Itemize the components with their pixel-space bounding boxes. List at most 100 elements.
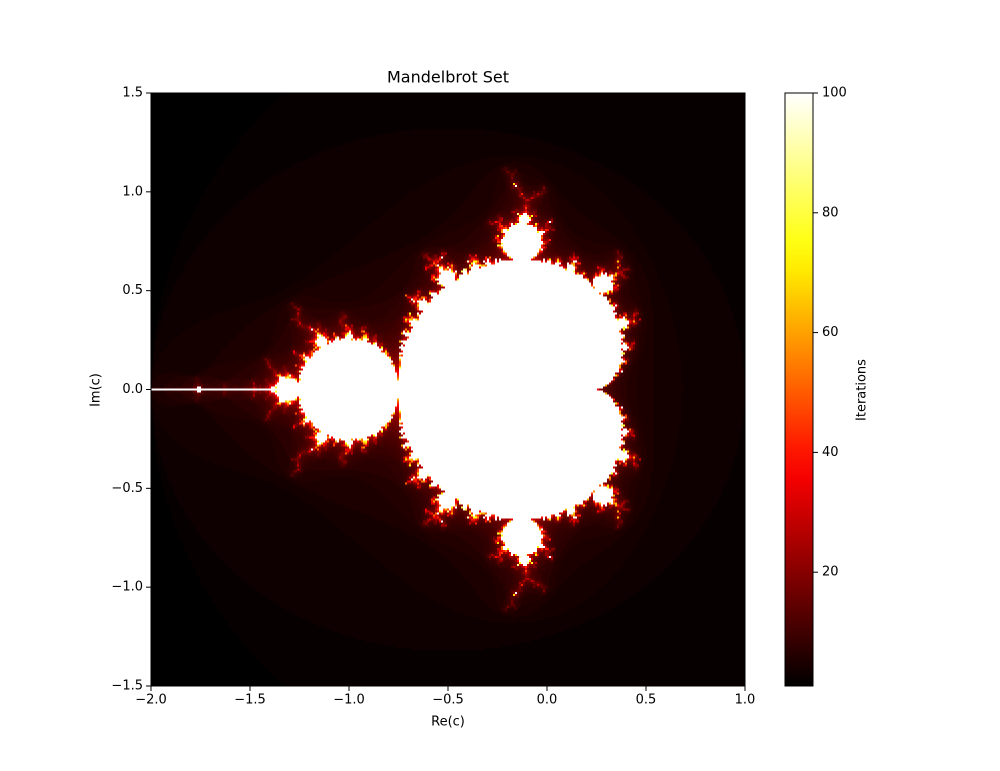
fractal-cell: [165, 282, 176, 286]
fractal-cell: [277, 372, 280, 376]
fractal-cell: [369, 328, 376, 332]
fractal-cell: [487, 226, 492, 230]
fractal-cell: [393, 338, 400, 342]
fractal-cell: [305, 364, 394, 368]
fractal-cell: [649, 282, 662, 286]
fractal-cell: [653, 350, 680, 354]
fractal-cell: [581, 256, 590, 260]
fractal-cell: [313, 350, 316, 354]
fractal-cell: [297, 330, 300, 334]
fractal-cell: [645, 342, 654, 346]
fractal-cell: [653, 410, 682, 413]
fractal-cell: [399, 354, 402, 358]
fractal-cell: [433, 270, 436, 274]
fractal-cell: [627, 316, 630, 320]
fractal-cell: [279, 356, 290, 360]
fractal-cell: [483, 232, 490, 236]
fractal-cell: [271, 390, 276, 393]
fractal-cell: [287, 374, 290, 378]
fractal-cell: [305, 344, 308, 348]
fractal-cell: [649, 284, 662, 288]
fractal-cell: [277, 318, 290, 322]
fractal-cell: [639, 292, 652, 296]
fractal-image: [151, 93, 746, 687]
fractal-cell: [581, 270, 584, 274]
fractal-cell: [507, 258, 510, 262]
fractal-cell: [499, 260, 542, 264]
fractal-cell: [553, 216, 556, 220]
fractal-cell: [297, 364, 300, 368]
fractal-cell: [299, 372, 302, 376]
fractal-cell: [617, 306, 620, 310]
fractal-cell: [411, 242, 428, 246]
fractal-cell: [151, 196, 202, 200]
fractal-cell: [623, 272, 626, 276]
fractal-cell: [433, 260, 436, 264]
fractal-cell: [319, 320, 322, 324]
fractal-cell: [235, 336, 272, 340]
fractal-cell: [461, 272, 464, 276]
fractal-cell: [289, 400, 292, 403]
fractal-cell: [469, 262, 472, 266]
fractal-cell: [151, 336, 156, 340]
fractal-cell: [383, 212, 454, 216]
fractal-cell: [681, 372, 746, 376]
fractal-cell: [405, 294, 408, 298]
fractal-cell: [619, 272, 622, 276]
fractal-cell: [183, 330, 242, 334]
fractal-cell: [281, 404, 284, 407]
fractal-cell: [433, 264, 436, 268]
fractal-cell: [491, 228, 494, 232]
fractal-cell: [637, 338, 640, 342]
fractal-cell: [209, 230, 362, 234]
fractal-cell: [271, 400, 274, 403]
fractal-cell: [617, 308, 620, 312]
fractal-cell: [507, 214, 512, 218]
fractal-cell: [611, 262, 614, 266]
fractal-cell: [681, 360, 744, 364]
fractal-cell: [221, 382, 224, 386]
fractal-cell: [627, 218, 676, 222]
fractal-cell: [395, 350, 400, 354]
fractal-cell: [225, 362, 252, 366]
fractal-cell: [671, 308, 732, 312]
fractal-cell: [639, 306, 644, 310]
fractal-cell: [483, 210, 490, 214]
fractal-cell: [675, 326, 738, 330]
fractal-cell: [255, 386, 258, 390]
fractal-cell: [617, 252, 620, 256]
fractal-cell: [419, 310, 422, 314]
fractal-cell: [521, 192, 524, 196]
fractal-cell: [431, 294, 604, 298]
fractal-cell: [283, 366, 286, 370]
fractal-cell: [303, 334, 308, 338]
fractal-cell: [467, 222, 482, 226]
fractal-cell: [299, 320, 302, 324]
fractal-cell: [467, 268, 470, 272]
fractal-cell: [541, 208, 548, 212]
fractal-cell: [619, 304, 622, 308]
fractal-cell: [555, 224, 558, 228]
fractal-cell: [611, 380, 614, 384]
fractal-cell: [311, 330, 314, 334]
fractal-cell: [633, 308, 636, 312]
fractal-cell: [205, 236, 356, 240]
fractal-cell: [445, 286, 594, 290]
fractal-cell: [307, 332, 310, 336]
fractal-cell: [529, 214, 532, 218]
fractal-cell: [155, 364, 210, 368]
fractal-cell: [435, 278, 438, 282]
fractal-cell: [629, 336, 632, 340]
fractal-cell: [303, 312, 312, 316]
fractal-cell: [433, 272, 436, 276]
fractal-cell: [407, 244, 426, 248]
fractal-cell: [627, 336, 630, 340]
fractal-cell: [271, 358, 288, 362]
fractal-cell: [633, 318, 636, 322]
fractal-cell: [515, 218, 518, 222]
fractal-cell: [637, 306, 640, 310]
fractal-cell: [615, 276, 618, 280]
fractal-cell: [333, 340, 368, 344]
fractal-cell: [501, 208, 508, 212]
fractal-cell: [743, 366, 746, 370]
